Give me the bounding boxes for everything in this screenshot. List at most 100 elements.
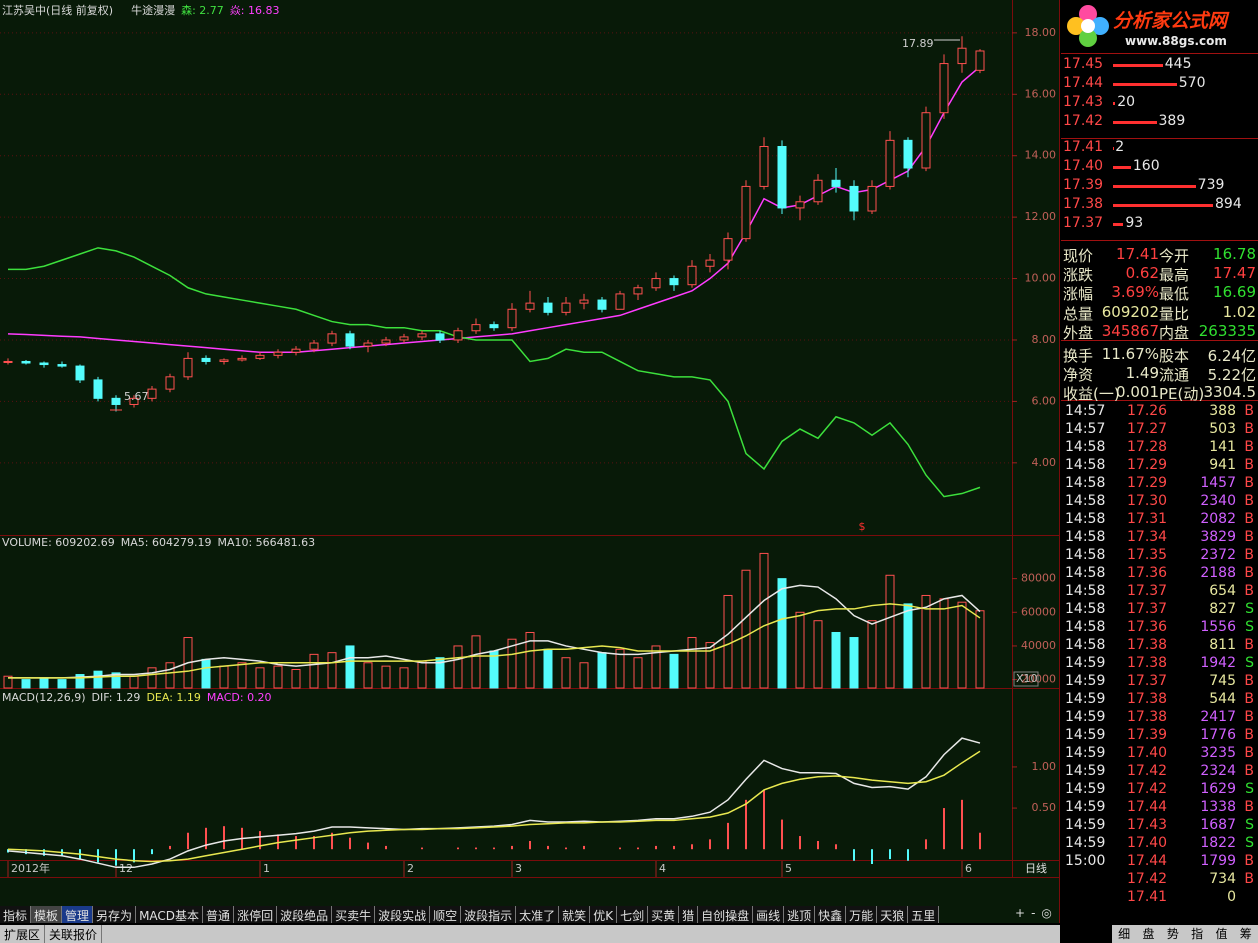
- candle-body: [93, 379, 103, 399]
- candle-body: [723, 238, 733, 261]
- bottom-tab[interactable]: 关联报价: [45, 925, 103, 943]
- side-tab[interactable]: 指: [1191, 927, 1204, 941]
- y-tick-label: 4.00: [1032, 456, 1057, 469]
- candle-body: [579, 299, 589, 304]
- indicator-tab[interactable]: 画线: [753, 906, 785, 923]
- trade-side: B: [1244, 799, 1254, 815]
- indicator-tab[interactable]: 太准了: [516, 906, 560, 923]
- candle-body: [57, 364, 67, 367]
- zoom-button[interactable]: ◎: [1041, 906, 1052, 920]
- indicator-tabs: 指标 模板 管理 另存为 MACD基本 普通 涨停回 波段绝品 买卖牛 波段实战 顺空 波段指示 太准了…: [0, 906, 940, 923]
- high-label: 17.89: [902, 37, 934, 50]
- candle-body: [345, 333, 355, 347]
- quote-cell: 3304.5: [1203, 383, 1257, 402]
- indicator-tab[interactable]: 普通: [203, 906, 235, 923]
- trade-price: 17.39: [1127, 727, 1168, 743]
- trade-price: 17.37: [1127, 673, 1168, 689]
- trade-side: B: [1244, 871, 1254, 887]
- book-bar: [1113, 121, 1157, 124]
- trade-price: 17.38: [1127, 709, 1168, 725]
- side-tab[interactable]: 势: [1166, 927, 1179, 941]
- quote-cell: 17.41: [1116, 245, 1159, 263]
- y-tick-label: 80000: [1021, 572, 1056, 585]
- indicator-tab[interactable]: 管理: [62, 906, 94, 923]
- indicator-tab[interactable]: 模板: [31, 906, 63, 923]
- indicator-tab[interactable]: 波段指示: [461, 906, 517, 923]
- indicator-tab[interactable]: 顺空: [430, 906, 462, 923]
- quote-cell: 16.78: [1213, 245, 1256, 263]
- trade-price: 17.38: [1127, 691, 1168, 707]
- trade-time: 14:58: [1065, 475, 1106, 491]
- scale-label: X10: [1016, 672, 1038, 685]
- side-tab[interactable]: 筹: [1239, 927, 1252, 941]
- book-volume: 445: [1164, 56, 1192, 72]
- trade-price: 17.40: [1127, 835, 1168, 851]
- indicator-tab[interactable]: 自创操盘: [698, 906, 754, 923]
- y-tick-label: 6.00: [1032, 394, 1057, 407]
- zoom-button[interactable]: +: [1015, 906, 1026, 920]
- trade-volume: 1338: [1200, 799, 1236, 815]
- candle-body: [75, 365, 85, 381]
- volume-bar: [597, 652, 607, 689]
- trade-volume: 3829: [1200, 529, 1236, 545]
- zoom-button[interactable]: -: [1031, 906, 1036, 920]
- volume-bar: [93, 670, 103, 689]
- volume-bar: [795, 611, 805, 689]
- indicator-tab[interactable]: 波段绝品: [277, 906, 333, 923]
- indicator-tab[interactable]: 五里: [908, 906, 940, 923]
- trade-time: 14:58: [1065, 529, 1106, 545]
- trade-time: 14:58: [1065, 547, 1106, 563]
- volume-bar: [831, 631, 841, 689]
- readout: MA10: 566481.63: [217, 536, 315, 549]
- y-tick-label: 10.00: [1025, 272, 1057, 285]
- book-price: 17.42: [1063, 113, 1104, 129]
- indicator-tab[interactable]: 涨停回: [234, 906, 278, 923]
- indicator-tab[interactable]: 七剑: [617, 906, 649, 923]
- indicator-tab[interactable]: MACD基本: [136, 906, 204, 923]
- indicator-tab[interactable]: 快鑫: [815, 906, 847, 923]
- candle-body: [219, 359, 229, 362]
- volume-bar: [345, 645, 355, 689]
- date-label: 1: [263, 862, 270, 875]
- indicator-tab[interactable]: 优K: [590, 906, 618, 923]
- indicator-tab[interactable]: 买卖牛: [332, 906, 376, 923]
- trade-time: 14:59: [1065, 709, 1106, 725]
- side-tab[interactable]: 盘: [1142, 927, 1155, 941]
- bottom-tab[interactable]: 扩展区: [0, 925, 46, 943]
- volume-bar: [723, 594, 733, 689]
- quote-cell: 11.67%: [1101, 345, 1159, 363]
- trade-price: 17.42: [1127, 763, 1168, 779]
- trade-time: 14:58: [1065, 637, 1106, 653]
- indicator-tab[interactable]: 另存为: [93, 906, 137, 923]
- indicator-tab[interactable]: 就笑: [559, 906, 591, 923]
- trade-price: 17.31: [1127, 511, 1168, 527]
- trade-side: S: [1245, 781, 1254, 797]
- indicator-tab[interactable]: 逃顶: [784, 906, 816, 923]
- book-volume: 160: [1132, 158, 1160, 174]
- side-tab[interactable]: 值: [1215, 927, 1228, 941]
- indicator-tab[interactable]: 万能: [846, 906, 878, 923]
- separator: [1061, 138, 1258, 139]
- volume-bar: [633, 657, 643, 689]
- quote-cell: 0.001: [1116, 383, 1159, 402]
- logo-name: 分析家公式网: [1113, 10, 1228, 32]
- volume-bar: [903, 603, 913, 689]
- trade-volume: 1687: [1200, 817, 1236, 833]
- indicator-tab[interactable]: 天狼: [877, 906, 909, 923]
- trade-volume: 2324: [1200, 763, 1236, 779]
- candle-body: [435, 333, 445, 341]
- book-bar: [1113, 166, 1131, 169]
- volume-bar: [759, 552, 769, 689]
- trade-side: B: [1244, 763, 1254, 779]
- quote-cell: 外盘: [1063, 323, 1094, 342]
- indicator-tab[interactable]: 猎: [679, 906, 699, 923]
- candle-body: [561, 302, 571, 313]
- indicator-tab[interactable]: 波段实战: [375, 906, 431, 923]
- side-tab[interactable]: 细: [1118, 927, 1131, 941]
- candle-body: [939, 63, 949, 114]
- indicator-tab[interactable]: 买黄: [648, 906, 680, 923]
- candle-body: [129, 397, 139, 405]
- candle-body: [669, 278, 679, 286]
- indicator-tab[interactable]: 指标: [0, 906, 32, 923]
- trade-volume: 2417: [1200, 709, 1236, 725]
